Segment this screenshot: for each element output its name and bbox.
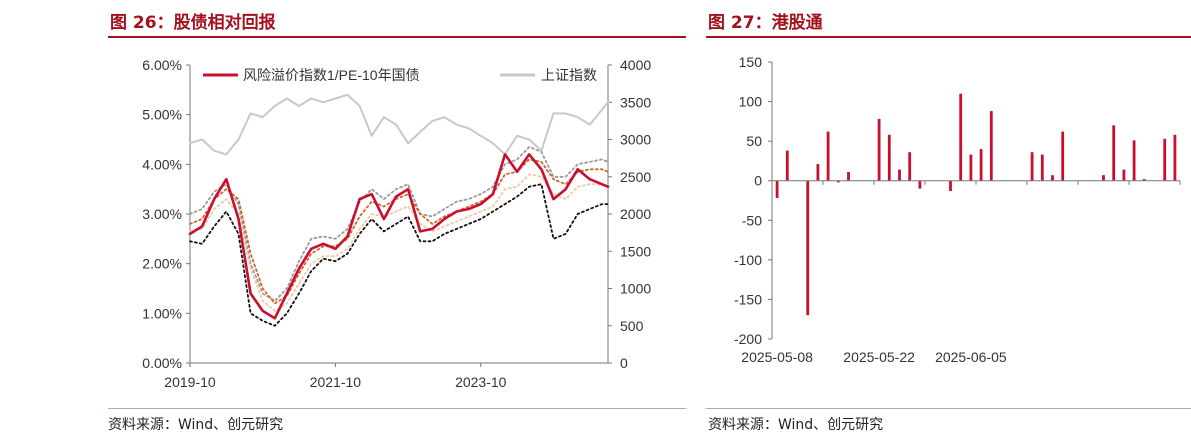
y-right-tick-label: 4000 bbox=[620, 57, 651, 73]
series-line-1 bbox=[188, 153, 610, 320]
legend-label-series-2: 上证指数 bbox=[541, 67, 597, 83]
bar-2025-06-30 bbox=[1142, 179, 1146, 181]
bar-2025-06-06 bbox=[979, 149, 983, 181]
y-tick-label: 50 bbox=[746, 133, 762, 149]
y-tick-label: -150 bbox=[734, 291, 762, 307]
bar-2025-05-13 bbox=[806, 180, 810, 316]
bar-2025-06-17 bbox=[1051, 175, 1054, 181]
series-line-3 bbox=[189, 146, 609, 302]
bar-2025-05-27 bbox=[908, 152, 912, 181]
source-rule bbox=[108, 408, 686, 409]
bar-2025-06-26 bbox=[1122, 169, 1126, 181]
bar-2025-06-03 bbox=[949, 180, 952, 191]
y-left-tick-label: 4.00% bbox=[142, 156, 182, 172]
y-left-tick-label: 3.00% bbox=[142, 206, 182, 222]
bar-2025-06-09 bbox=[989, 111, 993, 181]
bar-2025-06-27 bbox=[1132, 140, 1136, 181]
x-tick-label: 2025-05-08 bbox=[741, 349, 813, 365]
bar-2025-05-16 bbox=[836, 180, 840, 183]
y-right-tick-label: 1500 bbox=[620, 243, 651, 259]
bar-2025-05-22 bbox=[877, 119, 881, 181]
y-tick-label: -100 bbox=[734, 252, 762, 268]
x-tick-label: 2023-10 bbox=[455, 374, 507, 390]
y-right-tick-label: 2500 bbox=[620, 169, 651, 185]
chart-panel-southbound: 图 27：港股通 150 100 50 0 -50 -100 -150 -200 2025-05… bbox=[700, 0, 1191, 442]
y-tick-label: -50 bbox=[742, 212, 762, 228]
figure-title: 图 27：港股通 bbox=[708, 13, 823, 33]
source-note: 资料来源：Wind、创元研究 bbox=[708, 417, 884, 433]
bar-2025-06-16 bbox=[1040, 154, 1044, 181]
bar-2025-06-04 bbox=[959, 93, 963, 181]
title-rule bbox=[108, 36, 686, 38]
y-left-tick-label: 0.00% bbox=[142, 355, 182, 371]
y-tick-label: 0 bbox=[754, 173, 762, 189]
x-tick-label: 2025-05-22 bbox=[843, 349, 915, 365]
bar-2025-06-18 bbox=[1061, 131, 1065, 181]
figure-title: 图 26：股债相对回报 bbox=[110, 13, 276, 33]
series-line-6 bbox=[189, 183, 609, 327]
bar-2025-05-15 bbox=[826, 131, 830, 181]
source-rule bbox=[706, 408, 1191, 409]
bar-2025-07-04 bbox=[1173, 134, 1177, 181]
bar-2025-06-25 bbox=[1112, 125, 1116, 181]
bar-2025-05-19 bbox=[847, 172, 850, 181]
y-right-tick-label: 500 bbox=[620, 318, 644, 334]
y-left-tick-label: 1.00% bbox=[142, 305, 182, 321]
y-right-tick-label: 3500 bbox=[620, 94, 651, 110]
bar-2025-06-13 bbox=[1030, 152, 1034, 181]
bar-2025-05-14 bbox=[816, 164, 820, 181]
y-right-tick-label: 3000 bbox=[620, 132, 651, 148]
southbound-bar-chart: 150 100 50 0 -50 -100 -150 -200 2025-05-08 2025-0… bbox=[734, 54, 1181, 365]
y-tick-label: 100 bbox=[739, 94, 763, 110]
bar-2025-06-24 bbox=[1102, 175, 1105, 181]
y-tick-label: -200 bbox=[734, 331, 762, 347]
bar-2025-05-23 bbox=[887, 134, 891, 181]
bar-2025-06-05 bbox=[969, 154, 973, 181]
bar-2025-07-03 bbox=[1163, 138, 1167, 181]
bar-2025-05-28 bbox=[918, 180, 922, 189]
bar-2025-05-09 bbox=[785, 150, 789, 181]
bar-2025-05-26 bbox=[898, 169, 901, 181]
risk-premium-chart: 0.00% 1.00% 2.00% 3.00% 4.00% 5.00% 6.00% 0 500 1… bbox=[142, 57, 651, 390]
source-note: 资料来源：Wind、创元研究 bbox=[108, 417, 284, 433]
y-right-tick-label: 2000 bbox=[620, 206, 651, 222]
y-right-tick-label: 0 bbox=[620, 355, 628, 371]
chart-panel-risk-premium: 图 26：股债相对回报 0.00% 1.00% 2.00% 3.00% 4.00% 5.0… bbox=[108, 13, 686, 433]
y-left-tick-label: 2.00% bbox=[142, 256, 182, 272]
y-left-tick-label: 5.00% bbox=[142, 107, 182, 123]
x-tick-label: 2021-10 bbox=[310, 374, 362, 390]
series-line-4 bbox=[189, 158, 609, 305]
legend-label-series-1: 风险溢价指数1/PE-10年国债 bbox=[243, 67, 420, 83]
series-line-2 bbox=[189, 93, 609, 156]
bar-2025-05-08 bbox=[775, 180, 779, 199]
series-line-5 bbox=[189, 173, 609, 312]
y-left-tick-label: 6.00% bbox=[142, 57, 182, 73]
title-rule bbox=[706, 36, 1191, 38]
y-tick-label: 150 bbox=[739, 54, 763, 70]
y-right-tick-label: 1000 bbox=[620, 281, 651, 297]
x-tick-label: 2025-06-05 bbox=[935, 349, 1007, 365]
x-tick-label: 2019-10 bbox=[164, 374, 216, 390]
